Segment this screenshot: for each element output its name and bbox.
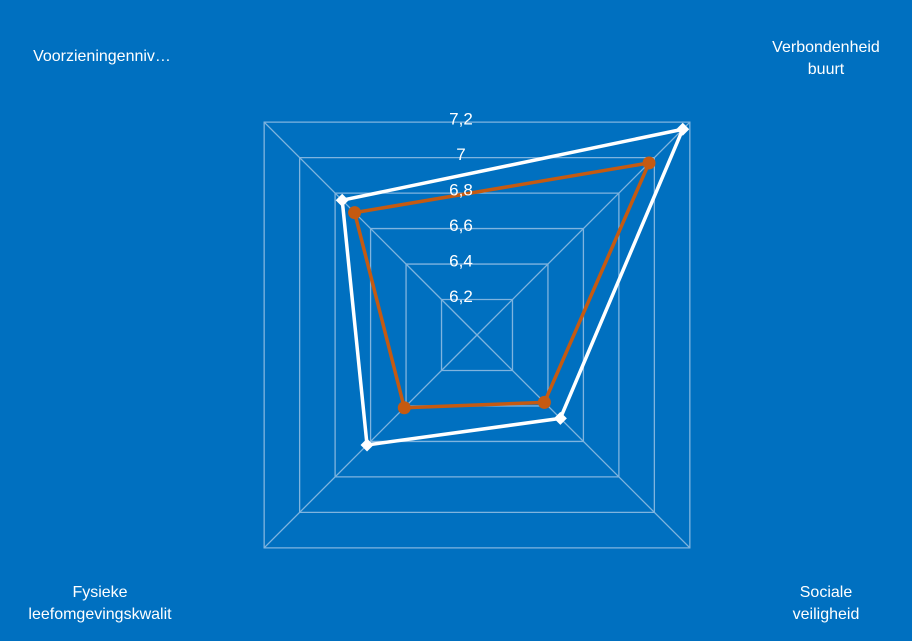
series-2-point: [397, 401, 411, 415]
series-1-point: [335, 193, 349, 207]
category-label: Voorzieningenniv…: [33, 48, 171, 65]
tick-label: 6,8: [449, 181, 473, 200]
grid-spoke: [476, 334, 691, 549]
radial-tick-labels: 6,2 6,4 6,6 6,8 7 7,2: [449, 110, 473, 306]
category-label-line: Fysieke: [72, 584, 127, 601]
category-label-line: leefomgevingskwalit: [28, 606, 172, 623]
tick-label: 7,2: [449, 110, 473, 129]
grid-spoke: [263, 334, 478, 549]
grid-spoke: [263, 121, 478, 336]
series-1-point: [360, 438, 374, 452]
tick-label: 6,2: [449, 287, 473, 306]
radar-grid: [263, 121, 691, 549]
tick-label: 6,4: [449, 252, 473, 271]
series-1-point: [676, 122, 690, 136]
category-label-line: buurt: [808, 61, 845, 78]
category-label-line: Voorzieningenniv…: [33, 48, 171, 65]
category-label: Sociale veiligheid: [793, 584, 860, 623]
series-group: [335, 122, 690, 452]
series-2-point: [348, 206, 362, 220]
tick-label: 6,6: [449, 216, 473, 235]
category-label-line: Sociale: [800, 584, 853, 601]
series-2-point: [537, 395, 551, 409]
tick-label: 7: [456, 145, 465, 164]
category-label-line: veiligheid: [793, 606, 860, 623]
category-label-line: Verbondenheid: [772, 39, 880, 56]
category-labels: Voorzieningenniv… Verbondenheid buurt Socia…: [28, 39, 879, 623]
category-label: Verbondenheid buurt: [772, 39, 880, 78]
category-label: Fysieke leefomgevingskwalit: [28, 584, 172, 623]
series-1-point: [553, 411, 567, 425]
grid-spoke: [476, 121, 691, 336]
series-2-point: [642, 156, 656, 170]
series-1-line: [340, 127, 685, 447]
